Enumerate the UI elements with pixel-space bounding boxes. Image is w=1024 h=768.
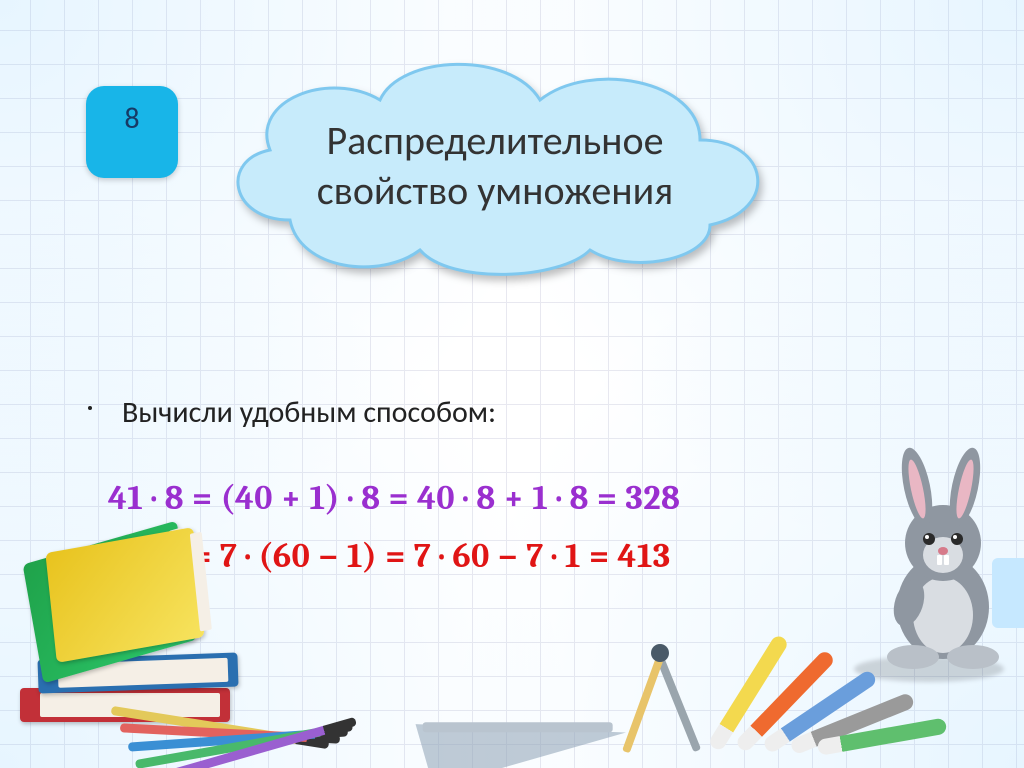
slide-number: 8 (124, 100, 139, 137)
instruction-text: Вычисли удобным способом: (122, 394, 496, 431)
markers-icon (704, 662, 944, 762)
equation-1: 41 · 8 = (40 + 1) · 8 = 40 · 8 + 1 · 8 =… (108, 478, 680, 518)
rabbit-icon (847, 447, 1022, 672)
title-line-2: свойство умножения (317, 166, 673, 215)
slide-number-badge: 8 (86, 86, 178, 178)
slide: 8 Распределительное свойство умножения В… (0, 0, 1024, 768)
title-line-1: Распределительное (326, 116, 663, 165)
slide-title: Распределительное свойство умножения (200, 116, 790, 216)
bullet-icon (88, 406, 92, 410)
title-cloud: Распределительное свойство умножения (200, 40, 790, 280)
